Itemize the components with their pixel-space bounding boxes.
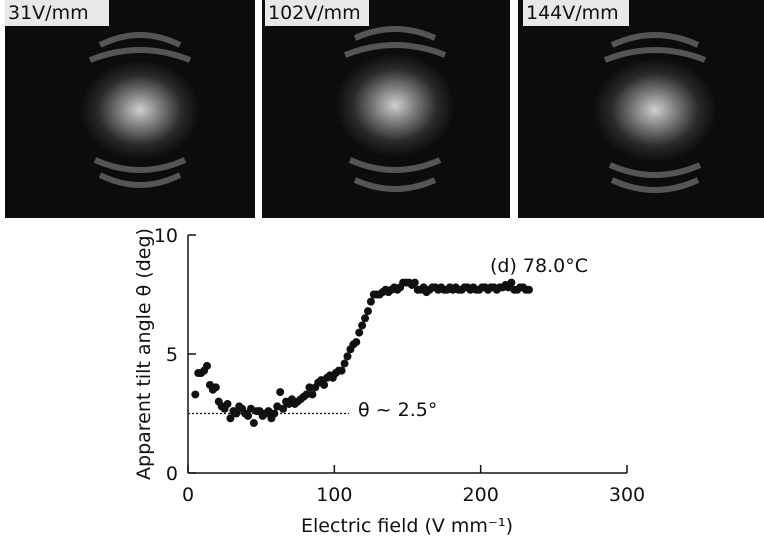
y-tick-label: 10 xyxy=(154,225,178,247)
x-tick-label: 300 xyxy=(609,484,645,506)
data-point xyxy=(276,388,285,397)
data-point xyxy=(410,278,419,287)
x-axis-label: Electric field (V mm⁻¹) xyxy=(301,515,513,537)
data-point xyxy=(524,285,533,294)
data-point xyxy=(363,307,372,316)
x-tick-label: 200 xyxy=(463,484,499,506)
data-point xyxy=(337,366,346,375)
panel-image: 144V/mm xyxy=(518,0,764,218)
panel-image: 102V/mm xyxy=(262,0,510,218)
data-point xyxy=(279,404,288,413)
data-point xyxy=(305,383,314,392)
data-point xyxy=(352,338,361,347)
data-point xyxy=(366,297,375,306)
data-point xyxy=(355,328,364,337)
data-point xyxy=(226,414,235,423)
annotation: (d) 78.0°C xyxy=(490,255,588,277)
data-point xyxy=(358,321,367,330)
data-point xyxy=(270,409,279,418)
data-point xyxy=(361,314,370,323)
panel-image: 31V/mm xyxy=(5,0,255,218)
y-tick-label: 5 xyxy=(166,344,178,366)
data-point xyxy=(340,359,349,368)
data-point xyxy=(343,352,352,361)
panel-label: 144V/mm xyxy=(526,2,619,24)
panel-label: 31V/mm xyxy=(8,2,89,24)
data-point xyxy=(507,278,516,287)
data-point xyxy=(249,419,258,428)
data-point xyxy=(223,399,232,408)
x-tick-label: 0 xyxy=(182,484,194,506)
panel-label: 102V/mm xyxy=(268,2,361,24)
annotation: θ ~ 2.5° xyxy=(358,399,437,421)
data-point xyxy=(320,380,329,389)
data-point xyxy=(232,409,241,418)
data-point xyxy=(308,390,317,399)
data-point xyxy=(302,390,311,399)
y-tick-label: 0 xyxy=(166,463,178,485)
data-point xyxy=(243,411,252,420)
data-point xyxy=(191,390,200,399)
data-point xyxy=(203,361,212,370)
data-point xyxy=(211,383,220,392)
x-tick-label: 100 xyxy=(316,484,352,506)
y-axis-label: Apparent tilt angle θ (deg) xyxy=(133,228,155,480)
